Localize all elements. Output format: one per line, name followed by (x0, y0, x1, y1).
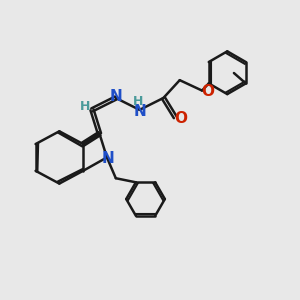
Text: H: H (80, 100, 90, 113)
Text: H: H (133, 95, 143, 108)
Text: N: N (110, 89, 123, 104)
Text: N: N (134, 104, 147, 119)
Text: O: O (174, 111, 187, 126)
Text: N: N (102, 152, 115, 166)
Text: O: O (201, 84, 214, 99)
